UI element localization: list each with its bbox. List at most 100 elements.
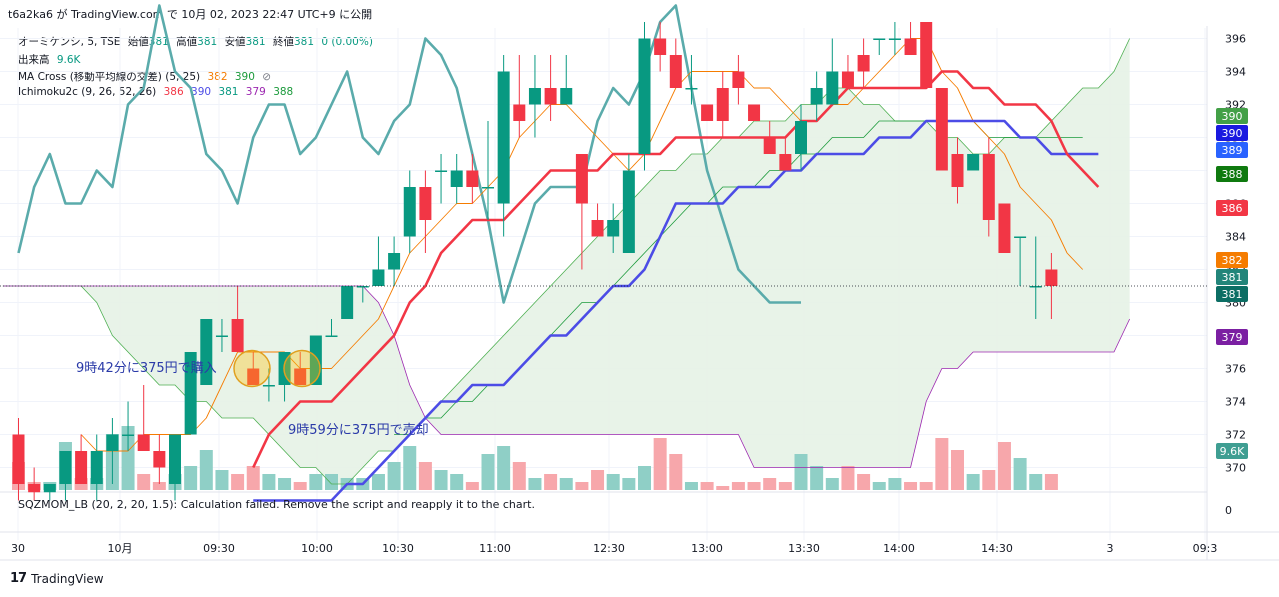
candle-body <box>622 170 635 253</box>
legend-volume-row[interactable]: 出来高 9.6K <box>18 52 80 67</box>
volume-bar <box>403 446 417 490</box>
candle-body <box>325 335 338 337</box>
candle-body <box>419 187 432 220</box>
time-tick-label: 30 <box>11 542 25 555</box>
buy-annotation: 9時42分に375円で購入 <box>76 361 217 376</box>
volume-bar <box>371 474 385 490</box>
volume-bar <box>888 478 902 490</box>
candle-body <box>231 319 244 352</box>
candle-body <box>497 71 510 204</box>
volume-bar <box>997 442 1011 490</box>
price-tag-label: 381 <box>1222 288 1243 301</box>
volume-bar <box>919 482 933 490</box>
candle-body <box>341 286 354 319</box>
volume-bar <box>622 478 636 490</box>
ma-label: MA Cross (移動平均線の交差) (5, 25) <box>18 71 201 83</box>
volume-bar <box>669 454 683 490</box>
volume-bar <box>731 482 745 490</box>
price-tick-label: 384 <box>1225 231 1246 244</box>
time-tick-label: 14:30 <box>981 542 1013 555</box>
volume-bar <box>810 466 824 490</box>
time-tick-label: 11:00 <box>479 542 511 555</box>
candle-body <box>748 104 761 121</box>
price-tag-label: 388 <box>1222 168 1243 181</box>
volume-bar <box>575 482 589 490</box>
volume-bar <box>309 474 323 490</box>
price-tag-label: 386 <box>1222 202 1243 215</box>
legend-ichimoku-row[interactable]: Ichimoku2c (9, 26, 52, 26) 386 390 381 3… <box>18 86 293 98</box>
candle-body <box>544 88 557 105</box>
volume-bar <box>904 482 918 490</box>
candle-body <box>1014 236 1027 238</box>
volume-bar <box>982 470 996 490</box>
price-tick-label: 372 <box>1225 429 1246 442</box>
candle-body <box>607 220 620 237</box>
volume-bar <box>747 482 761 490</box>
volume-bar <box>512 462 526 490</box>
volume-bar <box>794 454 808 490</box>
volume-bar <box>231 474 245 490</box>
price-tick-label: 396 <box>1225 33 1246 46</box>
price-tag-label: 379 <box>1222 331 1243 344</box>
ichimoku-spanb-value: 379 <box>245 86 266 98</box>
hidden-indicator-icon[interactable]: ⊘ <box>262 71 272 83</box>
ma-fast-value: 382 <box>207 71 228 83</box>
candle-body <box>560 88 573 105</box>
price-tag <box>1216 443 1248 459</box>
volume-bar <box>559 478 573 490</box>
volume-bar <box>857 474 871 490</box>
volume-bar <box>825 478 839 490</box>
volume-bar <box>293 482 307 490</box>
price-tag <box>1216 142 1248 158</box>
oscillator-tick-label: 0 <box>1225 504 1232 517</box>
candle-body <box>701 104 714 121</box>
chikou-line <box>17 4 801 304</box>
volume-bar <box>481 454 495 490</box>
candle-body <box>716 88 729 121</box>
candle-body <box>982 154 995 220</box>
candle-body <box>294 368 307 385</box>
buy-marker-circle <box>233 349 271 388</box>
candle-body <box>215 335 228 337</box>
volume-bar <box>418 462 432 490</box>
ma-slow-value: 390 <box>234 71 255 83</box>
legend-ma-row[interactable]: MA Cross (移動平均線の交差) (5, 25) 382 390 ⊘ <box>18 69 271 84</box>
ichimoku-spana-value: 388 <box>273 86 294 98</box>
price-tag-label: 389 <box>1222 144 1243 157</box>
volume-bar <box>653 438 667 490</box>
volume-bar <box>152 482 166 490</box>
tradingview-logo-icon: 17 <box>10 571 27 586</box>
volume-bar <box>137 474 151 490</box>
time-tick-label: 10月 <box>108 542 133 555</box>
candle-body <box>528 88 541 105</box>
volume-bar <box>778 482 792 490</box>
volume-bar <box>434 470 448 490</box>
candle-body <box>75 451 88 484</box>
candle-body <box>795 121 807 154</box>
price-tag-label: 381 <box>1222 271 1243 284</box>
volume-bar <box>872 482 886 490</box>
candle-body <box>1029 286 1042 288</box>
candle-body <box>638 38 651 154</box>
volume-bar <box>325 474 338 490</box>
candle-body <box>841 71 854 88</box>
price-tag <box>1216 166 1248 182</box>
candle-body <box>153 451 166 468</box>
volume-bar <box>465 482 479 490</box>
span-b-line <box>2 285 1131 468</box>
candle-body <box>356 286 369 288</box>
candle-body <box>200 319 213 385</box>
candle-body <box>591 220 604 237</box>
candle-body <box>122 434 135 436</box>
candle-body <box>826 71 839 105</box>
candle-body <box>935 88 948 171</box>
volume-bar <box>450 474 464 490</box>
volume-bar <box>966 474 980 490</box>
tradingview-footer[interactable]: 17 TradingView <box>10 571 104 586</box>
candle-body <box>857 55 870 72</box>
ichimoku-chikou-value: 381 <box>218 86 239 98</box>
candle-body <box>169 434 181 484</box>
price-tag <box>1216 252 1248 268</box>
publish-info: t6a2ka6 が TradingView.com で 10月 02, 2023… <box>8 8 373 21</box>
